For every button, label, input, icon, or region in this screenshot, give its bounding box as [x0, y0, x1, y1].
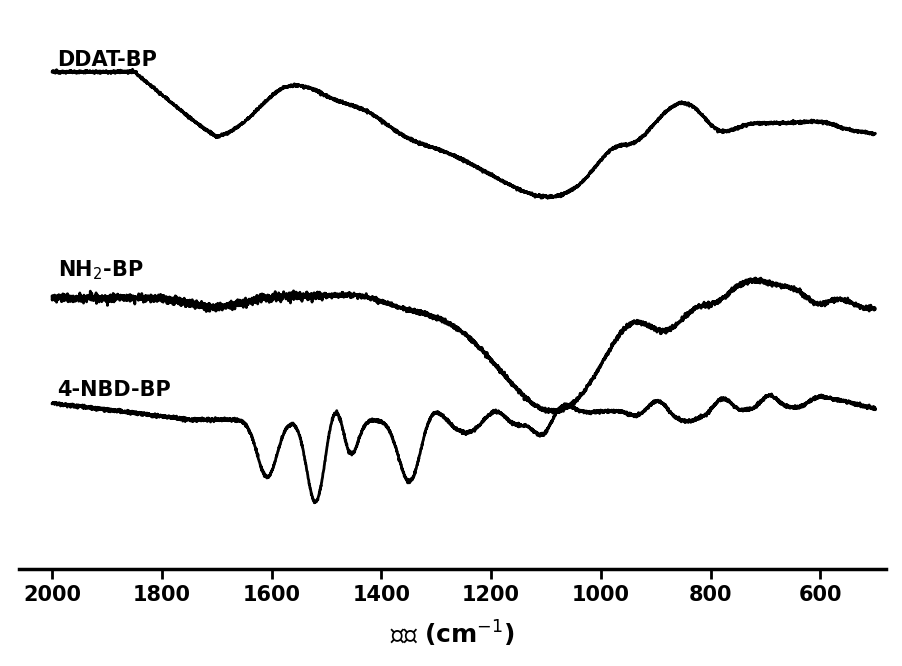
Text: DDAT-BP: DDAT-BP	[58, 50, 157, 70]
Text: NH$_2$-BP: NH$_2$-BP	[58, 258, 143, 282]
X-axis label: 波数 (cm$^{-1}$): 波数 (cm$^{-1}$)	[390, 619, 514, 649]
Text: 4-NBD-BP: 4-NBD-BP	[58, 380, 171, 400]
